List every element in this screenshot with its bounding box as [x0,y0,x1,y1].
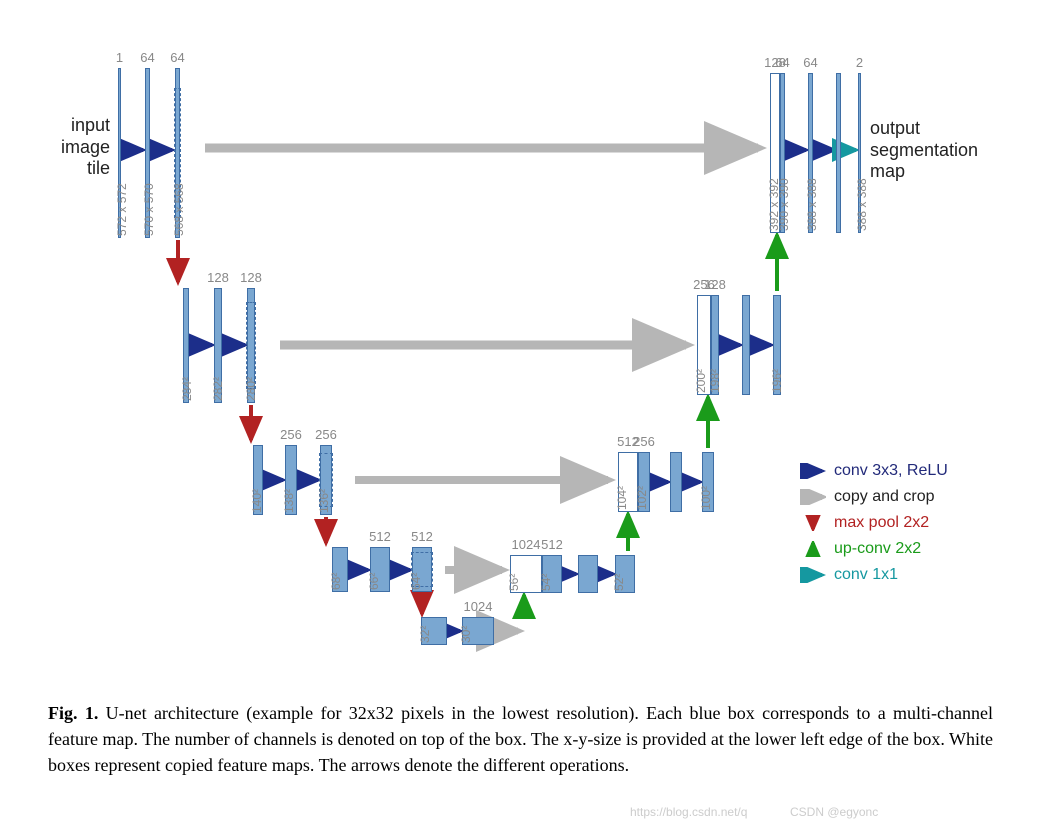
channel-label: 64 [768,55,798,70]
legend-row: conv 1x1 [800,566,898,584]
channel-label: 2 [845,55,875,70]
caption-body: U-net architecture (example for 32x32 pi… [48,703,993,775]
size-label: 56² [507,574,521,591]
channel-label: 128 [700,277,730,292]
caption-prefix: Fig. 1. [48,703,106,723]
feature-box [578,555,598,593]
channel-label: 128 [236,270,266,285]
size-label: 104² [615,486,629,510]
size-label: 282² [211,377,225,401]
output-label: outputsegmentationmap [870,118,978,183]
size-label: 32² [418,626,432,643]
size-label: 52² [612,574,626,591]
legend-label: conv 1x1 [834,566,898,584]
legend-row: conv 3x3, ReLU [800,462,948,480]
size-label: 388 x 388 [855,178,869,231]
watermark-left: https://blog.csdn.net/q [630,805,747,819]
size-label: 200² [694,369,708,393]
channel-label: 64 [163,50,193,65]
legend-row: up-conv 2x2 [800,540,921,558]
feature-box [670,452,682,512]
channel-label: 1 [105,50,135,65]
channel-label: 256 [311,427,341,442]
channel-label: 1024 [463,599,493,614]
legend-row: copy and crop [800,488,935,506]
channel-label: 512 [537,537,567,552]
size-label: 570 x 570 [142,183,156,236]
size-label: 54² [539,574,553,591]
legend-label: up-conv 2x2 [834,540,921,558]
size-label: 68² [329,573,343,590]
size-label: 30² [459,626,473,643]
size-label: 390 x 390 [777,178,791,231]
size-label: 388 x 388 [805,178,819,231]
legend-label: max pool 2x2 [834,514,929,532]
watermark-right: CSDN @egyonc [790,805,878,819]
legend-arrow-icon [800,515,826,531]
legend-arrow-icon [800,489,826,505]
channel-label: 64 [796,55,826,70]
legend-row: max pool 2x2 [800,514,929,532]
size-label: 280² [244,377,258,401]
feature-box [742,295,750,395]
legend-arrow-icon [800,567,826,583]
legend-label: copy and crop [834,488,935,506]
channel-label: 512 [407,529,437,544]
legend-arrow-icon [800,541,826,557]
channel-label: 512 [365,529,395,544]
feature-box [836,73,841,233]
channel-label: 256 [629,434,659,449]
size-label: 284² [180,377,194,401]
legend-label: conv 3x3, ReLU [834,462,948,480]
size-label: 100² [699,486,713,510]
size-label: 568 x 568 [172,183,186,236]
unet-diagram: 1 572 x 572 64 570 x 570 64 568 x 568 284² 128 2… [0,0,1039,837]
input-label: inputimagetile [55,115,110,180]
size-label: 196² [770,369,784,393]
size-label: 138² [282,489,296,513]
size-label: 572 x 572 [115,183,129,236]
channel-label: 64 [133,50,163,65]
channel-label: 256 [276,427,306,442]
legend-arrow-icon [800,463,826,479]
size-label: 102² [635,486,649,510]
size-label: 66² [367,573,381,590]
size-label: 198² [708,369,722,393]
channel-label: 128 [203,270,233,285]
figure-caption: Fig. 1. U-net architecture (example for … [48,700,993,778]
size-label: 64² [409,573,423,590]
size-label: 136² [317,489,331,513]
size-label: 140² [250,489,264,513]
